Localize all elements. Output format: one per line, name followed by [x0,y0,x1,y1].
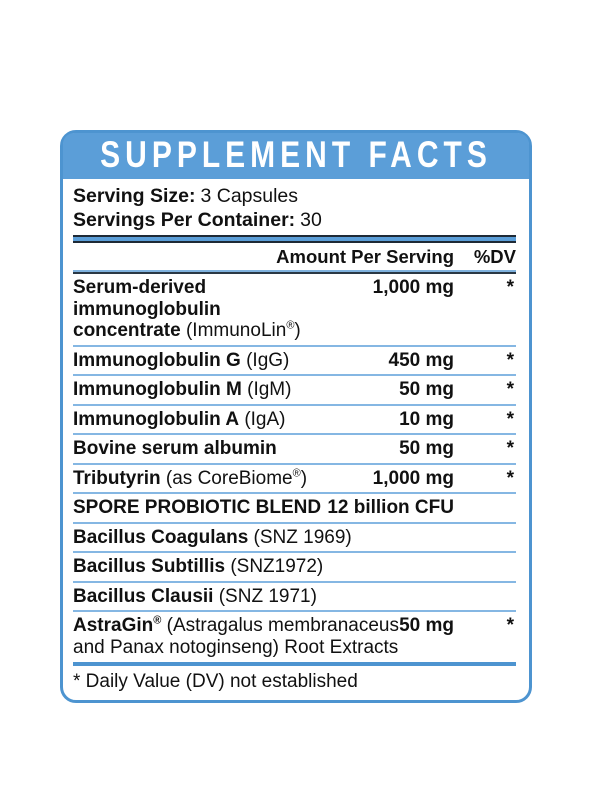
supplement-facts-panel: SUPPLEMENT FACTS Serving Size: 3 Capsules… [60,130,532,703]
ingredient-row: Immunoglobulin M (IgM) 50 mg * [73,374,516,404]
ingredient-row: Bacillus Subtillis (SNZ1972) [73,551,516,581]
daily-value-asterisk: * [506,277,514,298]
daily-value-asterisk: * [506,408,514,430]
ingredient-name: Serum-derived immunoglobulin concentrate (… [73,277,301,341]
ingredient-row: SPORE PROBIOTIC BLEND 12 billion CFU [73,492,516,522]
ingredient-name: Bacillus Clausii (SNZ 1971) [73,585,317,607]
ingredient-row: Immunoglobulin A (IgA) 10 mg * [73,403,516,434]
amount-per-serving-value: 12 billion CFU [327,497,454,518]
column-header-divider [73,270,516,274]
amount-per-serving-value: 50 mg [399,438,454,459]
column-header-dv: %DV [473,246,516,267]
amount-per-serving-value: 10 mg [399,408,454,430]
ingredient-name: Bovine serum albumin [73,438,277,459]
ingredient-name: Immunoglobulin G (IgG) [73,349,290,371]
panel-title: SUPPLEMENT FACTS [100,135,492,176]
column-header-row: Amount Per Serving %DV [73,243,516,270]
registered-trademark-symbol: ® [292,467,301,480]
amount-per-serving-value: 50 mg [399,615,454,636]
ingredient-name: Bacillus Subtillis (SNZ1972) [73,556,324,577]
ingredient-name: Bacillus Coagulans (SNZ 1969) [73,526,352,548]
serving-size-label: Serving Size: [73,185,196,207]
daily-value-asterisk: * [506,467,514,489]
ingredient-row: AstraGin® (Astragalus membranaceus and Pa… [73,610,516,661]
ingredient-name: SPORE PROBIOTIC BLEND [73,497,322,518]
ingredient-row: Tributyrin (as CoreBiome®) 1,000 mg * [73,462,516,493]
amount-per-serving-value: 1,000 mg [372,277,454,298]
ingredient-row: Serum-derived immunoglobulin concentrate (… [73,274,516,345]
serving-size-line: Serving Size: 3 Capsules [73,184,516,208]
ingredient-name: Immunoglobulin M (IgM) [73,379,292,400]
ingredient-row: Bovine serum albumin 50 mg * [73,433,516,463]
daily-value-asterisk: * [506,379,514,400]
amount-per-serving-value: 50 mg [399,379,454,400]
servings-per-container-label: Servings Per Container: [73,209,296,231]
header-divider-bar [73,235,516,243]
amount-per-serving-value: 1,000 mg [372,467,454,489]
ingredient-name: Immunoglobulin A (IgA) [73,408,286,430]
daily-value-asterisk: * [506,438,514,459]
registered-trademark-symbol: ® [286,319,295,332]
panel-header: SUPPLEMENT FACTS [63,133,529,179]
ingredient-name: AstraGin® (Astragalus membranaceus and Pa… [73,614,399,658]
daily-value-asterisk: * [506,349,514,371]
registered-trademark-symbol: ® [153,614,162,627]
ingredient-row: Bacillus Coagulans (SNZ 1969) [73,521,516,552]
ingredient-row: Immunoglobulin G (IgG) 450 mg * [73,344,516,375]
ingredient-name: Tributyrin (as CoreBiome®) [73,467,308,489]
daily-value-footnote: * Daily Value (DV) not established [73,671,358,692]
amount-per-serving-value: 450 mg [388,349,454,371]
daily-value-asterisk: * [506,615,514,636]
serving-size-value: 3 Capsules [200,185,299,207]
footer-divider [73,662,516,666]
ingredient-row: Bacillus Clausii (SNZ 1971) [73,580,516,611]
panel-content: Serving Size: 3 Capsules Servings Per Con… [63,179,529,700]
ingredient-rows: Serum-derived immunoglobulin concentrate (… [73,274,516,661]
servings-per-container-line: Servings Per Container: 30 [73,208,516,232]
column-header-amount: Amount Per Serving [276,246,454,267]
servings-per-container-value: 30 [300,209,322,231]
